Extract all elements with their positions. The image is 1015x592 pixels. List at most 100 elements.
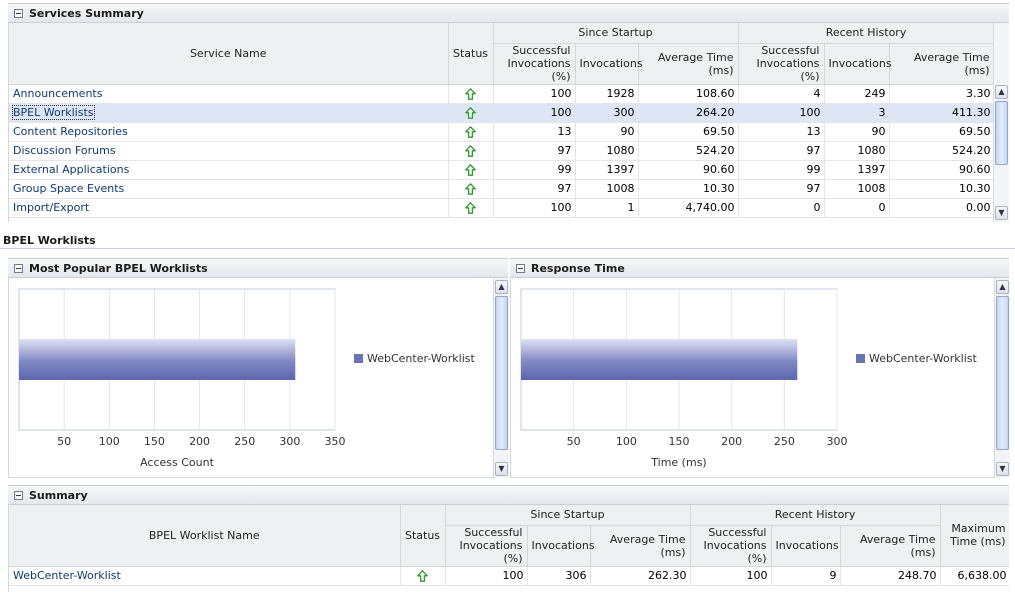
collapse-minus-icon[interactable] — [516, 263, 525, 273]
green-up-arrow-icon — [465, 107, 476, 119]
response-time-header[interactable]: Response Time — [510, 258, 1009, 278]
table-row[interactable]: Announcements 100 1928 108.60 4 249 3.30 — [9, 84, 993, 104]
col-header-maximum-time[interactable]: Maximum Time (ms) — [940, 505, 1009, 567]
cell-s-avg: 90.60 — [638, 160, 739, 180]
table-row[interactable]: Content Repositories 13 90 69.50 13 90 69.50 — [9, 122, 993, 142]
cell-r-success: 13 — [738, 122, 825, 142]
status-cell — [448, 103, 494, 123]
cell-r-success: 0 — [738, 198, 825, 218]
col-header-recent-average-time[interactable]: Average Time (ms) — [840, 525, 941, 567]
cell-max: 6,638.00 — [940, 566, 1009, 586]
table-row[interactable]: Discussion Forums 97 1080 524.20 97 1080 524.2… — [9, 141, 993, 161]
table-row[interactable]: BPEL Worklists 100 300 264.20 100 3 411.30 — [9, 103, 993, 123]
x-tick-label: 250 — [774, 435, 795, 448]
table-row[interactable]: WebCenter-Worklist 100 306 262.30 100 9 248.70… — [9, 566, 1009, 586]
cell-s-avg: 69.50 — [638, 122, 739, 142]
response-time-scrollbar[interactable]: ▲ ▼ — [994, 278, 1010, 478]
scrollbar-thumb[interactable] — [996, 296, 1009, 450]
row-name-link[interactable]: Discussion Forums — [9, 141, 449, 161]
row-name-link[interactable]: BPEL Worklists — [9, 103, 449, 123]
cell-r-inv: 1080 — [824, 141, 890, 161]
scrollbar-thumb[interactable] — [995, 101, 1008, 165]
summary-header[interactable]: Summary — [8, 485, 1009, 505]
response-time-title: Response Time — [531, 261, 625, 275]
cell-s-success: 97 — [493, 141, 576, 161]
chart-legend: WebCenter-Worklist — [354, 352, 475, 365]
table-row[interactable]: External Applications 99 1397 90.60 99 1397 90… — [9, 160, 993, 180]
status-cell — [448, 122, 494, 142]
summary-table: BPEL Worklist Name Status Since Startup … — [9, 505, 1009, 586]
status-cell — [448, 160, 494, 180]
green-up-arrow-icon — [465, 164, 476, 176]
row-name-link[interactable]: Group Space Events — [9, 179, 449, 199]
bar-webcenter-worklist — [521, 339, 798, 380]
bar-webcenter-worklist — [19, 339, 296, 380]
cell-r-inv: 90 — [824, 122, 890, 142]
scrollbar-thumb[interactable] — [495, 296, 508, 450]
most-popular-header[interactable]: Most Popular BPEL Worklists — [8, 258, 508, 278]
cell-s-inv: 306 — [527, 566, 591, 586]
col-header-invocations[interactable]: Invocations — [527, 525, 595, 567]
most-popular-scrollbar[interactable]: ▲ ▼ — [493, 278, 509, 478]
x-axis-label: Time (ms) — [650, 456, 706, 469]
services-summary-table: Service Name Status Since Startup Recent… — [9, 23, 993, 218]
scroll-up-icon[interactable]: ▲ — [996, 280, 1009, 294]
legend-label: WebCenter-Worklist — [367, 352, 475, 365]
summary-title: Summary — [29, 488, 88, 502]
col-header-status[interactable]: Status — [448, 23, 494, 85]
collapse-minus-icon[interactable] — [14, 490, 23, 500]
col-header-service-name[interactable]: Service Name — [9, 23, 449, 85]
col-header-recent-invocations[interactable]: Invocations — [824, 43, 892, 85]
table-row[interactable]: Import/Export 100 1 4,740.00 0 0 0.00 — [9, 198, 993, 218]
col-header-successful-invocations[interactable]: Successful Invocations (%) — [493, 43, 576, 85]
scroll-down-icon[interactable]: ▼ — [995, 206, 1008, 220]
collapse-minus-icon[interactable] — [14, 8, 23, 18]
row-name-link[interactable]: Content Repositories — [9, 122, 449, 142]
cell-r-success: 100 — [738, 103, 825, 123]
cell-s-success: 13 — [493, 122, 576, 142]
col-header-recent-successful-invocations[interactable]: Successful Invocations (%) — [738, 43, 825, 85]
cell-s-success: 99 — [493, 160, 576, 180]
col-header-recent-average-time[interactable]: Average Time (ms) — [889, 43, 993, 85]
legend-swatch — [856, 354, 865, 363]
x-tick-label: 350 — [325, 435, 346, 448]
table-row[interactable]: Group Space Events 97 1008 10.30 97 1008 10.30 — [9, 179, 993, 199]
col-header-average-time[interactable]: Average Time (ms) — [590, 525, 691, 567]
cell-s-avg: 262.30 — [590, 566, 691, 586]
cell-r-inv: 1008 — [824, 179, 890, 199]
x-tick-label: 150 — [144, 435, 165, 448]
col-group-recent-history: Recent History — [690, 505, 941, 526]
x-tick-label: 150 — [669, 435, 690, 448]
row-name-link[interactable]: WebCenter-Worklist — [9, 566, 401, 586]
services-summary-scrollbar[interactable]: ▲ ▼ — [993, 23, 1009, 222]
col-header-worklist-name[interactable]: BPEL Worklist Name — [9, 505, 401, 567]
col-header-recent-successful-invocations[interactable]: Successful Invocations (%) — [690, 525, 772, 567]
cell-s-success: 100 — [493, 198, 576, 218]
x-tick-label: 300 — [827, 435, 848, 448]
col-header-invocations[interactable]: Invocations — [575, 43, 643, 85]
scroll-up-icon[interactable]: ▲ — [995, 85, 1008, 99]
cell-s-avg: 4,740.00 — [638, 198, 739, 218]
green-up-arrow-icon — [417, 570, 428, 582]
scroll-up-icon[interactable]: ▲ — [495, 280, 508, 294]
row-name-link[interactable]: Announcements — [9, 84, 449, 104]
collapse-minus-icon[interactable] — [14, 263, 23, 273]
green-up-arrow-icon — [465, 126, 476, 138]
col-header-average-time[interactable]: Average Time (ms) — [638, 43, 739, 85]
status-cell — [448, 198, 494, 218]
green-up-arrow-icon — [465, 183, 476, 195]
row-name-link[interactable]: External Applications — [9, 160, 449, 180]
col-header-successful-invocations[interactable]: Successful Invocations (%) — [445, 525, 528, 567]
scroll-down-icon[interactable]: ▼ — [495, 462, 508, 476]
cell-s-success: 100 — [445, 566, 528, 586]
green-up-arrow-icon — [465, 202, 476, 214]
col-header-status[interactable]: Status — [400, 505, 446, 567]
scroll-down-icon[interactable]: ▼ — [996, 462, 1009, 476]
services-summary-header[interactable]: Services Summary — [8, 3, 1009, 23]
selected-link-text[interactable]: BPEL Worklists — [12, 105, 95, 120]
col-group-since-startup: Since Startup — [445, 505, 691, 526]
cell-s-avg: 10.30 — [638, 179, 739, 199]
col-header-recent-invocations[interactable]: Invocations — [771, 525, 841, 567]
x-tick-label: 50 — [57, 435, 71, 448]
row-name-link[interactable]: Import/Export — [9, 198, 449, 218]
